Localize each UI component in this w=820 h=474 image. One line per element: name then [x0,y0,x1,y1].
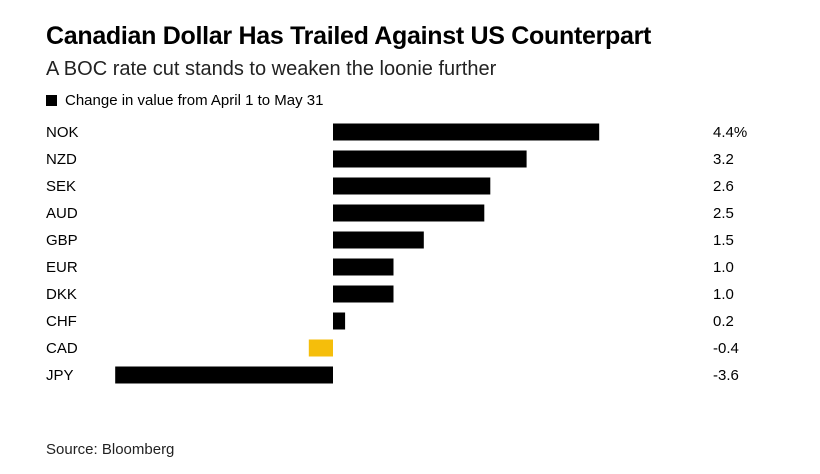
bar-gbp [333,231,424,249]
bar-eur [333,258,394,276]
value-label-nok: 4.4% [713,124,747,141]
bar-chf [333,312,346,330]
category-label-eur: EUR [46,259,78,276]
bar-aud [333,204,485,222]
chart-legend: Change in value from April 1 to May 31 [46,92,323,109]
category-label-cad: CAD [46,340,78,357]
value-label-sek: 2.6 [713,178,734,195]
category-label-nzd: NZD [46,151,77,168]
bar-sek [333,177,491,195]
source-note: Source: Bloomberg [46,441,175,458]
value-label-eur: 1.0 [713,259,734,276]
category-label-aud: AUD [46,205,78,222]
category-label-dkk: DKK [46,286,77,303]
chart-subtitle: A BOC rate cut stands to weaken the loon… [46,58,497,80]
value-label-gbp: 1.5 [713,232,734,249]
value-label-nzd: 3.2 [713,151,734,168]
value-label-jpy: -3.6 [713,367,739,384]
category-label-sek: SEK [46,178,76,195]
bar-dkk [333,285,394,303]
bar-nok [333,123,600,141]
chart-title: Canadian Dollar Has Trailed Against US C… [46,22,652,50]
bar-nzd [333,150,527,168]
category-label-jpy: JPY [46,367,74,384]
bar-jpy [115,366,333,384]
legend-swatch [46,95,57,106]
value-label-aud: 2.5 [713,205,734,222]
category-label-nok: NOK [46,124,79,141]
category-label-chf: CHF [46,313,77,330]
value-label-chf: 0.2 [713,313,734,330]
category-label-gbp: GBP [46,232,78,249]
value-label-cad: -0.4 [713,340,739,357]
bar-cad [308,339,333,357]
legend-label: Change in value from April 1 to May 31 [65,92,324,109]
value-label-dkk: 1.0 [713,286,734,303]
